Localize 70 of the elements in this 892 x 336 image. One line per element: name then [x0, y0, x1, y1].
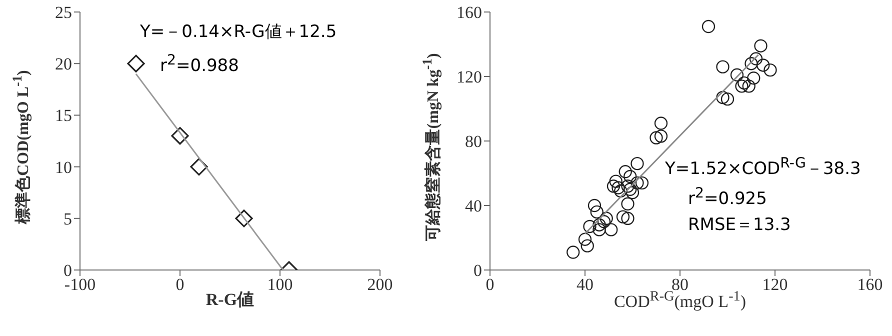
y-tick-label: 25 [55, 3, 72, 22]
point [742, 80, 756, 93]
annotation: RMSE＝13.3 [688, 215, 791, 235]
y-tick-label: 10 [55, 158, 72, 177]
point [580, 239, 594, 252]
annotation: r$^{2}$=0.988 [160, 52, 239, 76]
x-tick-label: 0 [486, 275, 494, 294]
point [604, 223, 618, 236]
point [630, 176, 644, 190]
point [621, 180, 634, 193]
y-tick-label: 0 [474, 261, 482, 280]
point [600, 212, 613, 225]
point [592, 223, 606, 236]
point [597, 215, 611, 228]
x-tick-label: 160 [857, 275, 883, 294]
point [621, 212, 634, 225]
x-tick-label: 40 [576, 275, 594, 294]
point [612, 181, 625, 194]
point [583, 220, 596, 234]
point [744, 57, 758, 70]
point [624, 170, 637, 184]
point [190, 158, 208, 176]
point [747, 72, 760, 85]
point [618, 165, 632, 178]
point [716, 90, 730, 104]
annotation: Y=－0.14×R-G値＋12.5 [140, 22, 337, 42]
point [578, 232, 592, 246]
y-tick-label: 160 [456, 3, 482, 22]
point [171, 127, 189, 145]
point [566, 246, 580, 259]
point [754, 39, 768, 52]
point [716, 60, 730, 74]
point [616, 210, 630, 224]
point [624, 182, 637, 196]
x-tick-label: 80 [672, 275, 688, 294]
x-tick-label: 0 [176, 275, 184, 294]
point [127, 54, 145, 72]
point [614, 184, 628, 198]
point [590, 205, 604, 219]
point [626, 186, 640, 200]
y-tick-label: 40 [465, 196, 482, 216]
point [764, 63, 777, 77]
y-tick-label: 20 [55, 54, 72, 74]
point [702, 20, 716, 34]
point [592, 218, 606, 232]
x-axis-title: R-G値 [206, 290, 254, 309]
point [235, 210, 253, 228]
point [738, 76, 751, 90]
x-tick-label: 200 [367, 275, 393, 294]
y-tick-label: 120 [456, 68, 482, 87]
point [609, 174, 622, 188]
point [730, 68, 744, 82]
x-tick-label: 120 [762, 275, 788, 294]
point [735, 80, 748, 93]
x-tick-label: 100 [267, 275, 293, 294]
annotation: r$^{2}$=0.925 [688, 185, 767, 209]
y-tick-label: 15 [55, 106, 72, 126]
point [756, 58, 770, 72]
point [588, 198, 602, 212]
point [654, 130, 668, 143]
annotation: Y=1.52×COD$^{R-G}$－38.3 [665, 155, 861, 179]
y-tick-label: 80 [465, 132, 482, 152]
point [606, 180, 620, 193]
point [720, 92, 734, 106]
point [630, 156, 644, 170]
point [650, 131, 663, 144]
point [654, 116, 668, 130]
y-tick-label: 5 [64, 209, 72, 228]
point [749, 52, 763, 66]
point [621, 197, 634, 210]
